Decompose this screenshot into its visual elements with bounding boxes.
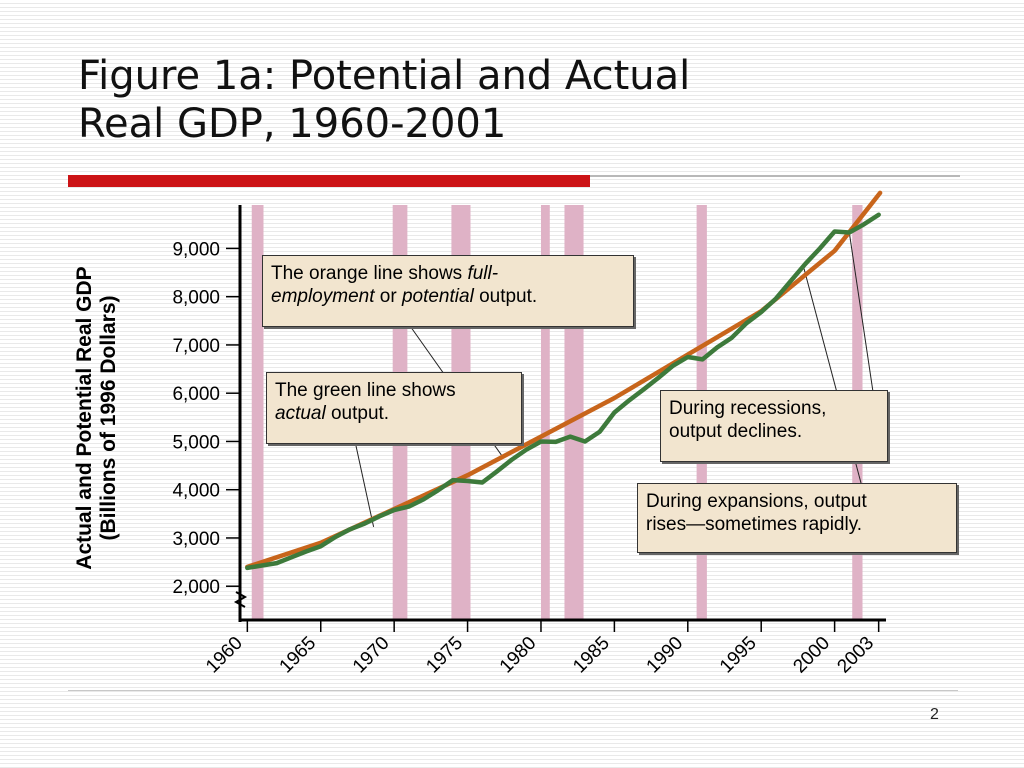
x-tick-label: 2003 bbox=[833, 633, 878, 678]
y-tick-label: 3,000 bbox=[172, 529, 220, 550]
actual-gdp-line bbox=[245, 212, 881, 571]
callout-expansions: During expansions, output rises—sometime… bbox=[637, 483, 957, 553]
y-tick-label: 7,000 bbox=[172, 336, 220, 357]
callout-expansion-text-1: During expansions, output bbox=[646, 491, 867, 512]
callout-recessions: During recessions, output declines. bbox=[660, 390, 888, 462]
title-divider-line bbox=[590, 175, 960, 177]
callout-green-line: The green line shows actual output. bbox=[266, 372, 522, 444]
x-tick-label: 1960 bbox=[202, 633, 247, 678]
title-accent-bar bbox=[68, 175, 590, 187]
leader-line-2 bbox=[355, 443, 375, 527]
x-tick-label: 1975 bbox=[422, 633, 467, 678]
footer-divider bbox=[68, 690, 958, 691]
y-tick-label: 4,000 bbox=[172, 481, 220, 502]
x-tick-label: 1970 bbox=[349, 633, 394, 678]
callout-orange-text-4: or bbox=[374, 286, 402, 307]
x-tick-label: 1965 bbox=[276, 633, 321, 678]
callout-green-text-2: actual bbox=[275, 403, 326, 424]
callout-recession-text-1: During recessions, bbox=[669, 398, 827, 419]
page-number: 2 bbox=[930, 706, 939, 723]
callout-orange-line: The orange line shows full- employment o… bbox=[262, 255, 634, 327]
recession-band-4 bbox=[540, 205, 550, 620]
callout-orange-text-1: The orange line shows bbox=[271, 263, 468, 284]
callout-green-text-1: The green line shows bbox=[275, 380, 456, 401]
x-tick-label: 1985 bbox=[569, 633, 614, 678]
x-tick-label: 1980 bbox=[496, 633, 541, 678]
x-tick-label: 2000 bbox=[789, 633, 834, 678]
axis-break-mark bbox=[233, 591, 248, 608]
title-line-2: Real GDP, 1960-2001 bbox=[78, 101, 507, 147]
callout-orange-text-3: employment bbox=[271, 286, 375, 307]
callout-orange-text-6: output. bbox=[473, 286, 538, 307]
callout-expansion-text-2: rises—sometimes rapidly. bbox=[646, 514, 863, 535]
y-tick-label: 6,000 bbox=[172, 384, 220, 405]
series-lines bbox=[245, 190, 883, 571]
callout-orange-text-2: full- bbox=[467, 263, 499, 284]
x-tick-label: 1995 bbox=[716, 633, 761, 678]
y-tick-label: 9,000 bbox=[172, 239, 220, 260]
slide-title: Figure 1a: Potential and Actual Real GDP… bbox=[78, 52, 978, 148]
callout-orange-text-5: potential bbox=[401, 286, 474, 307]
recession-band-1 bbox=[251, 205, 264, 620]
y-tick-label: 2,000 bbox=[172, 577, 220, 598]
y-tick-label: 5,000 bbox=[172, 432, 220, 453]
y-tick-label: 8,000 bbox=[172, 288, 220, 309]
x-tick-label: 1990 bbox=[643, 633, 688, 678]
title-line-1: Figure 1a: Potential and Actual bbox=[78, 53, 691, 99]
callout-green-text-3: output. bbox=[325, 403, 390, 424]
callout-recession-text-2: output declines. bbox=[669, 421, 803, 442]
